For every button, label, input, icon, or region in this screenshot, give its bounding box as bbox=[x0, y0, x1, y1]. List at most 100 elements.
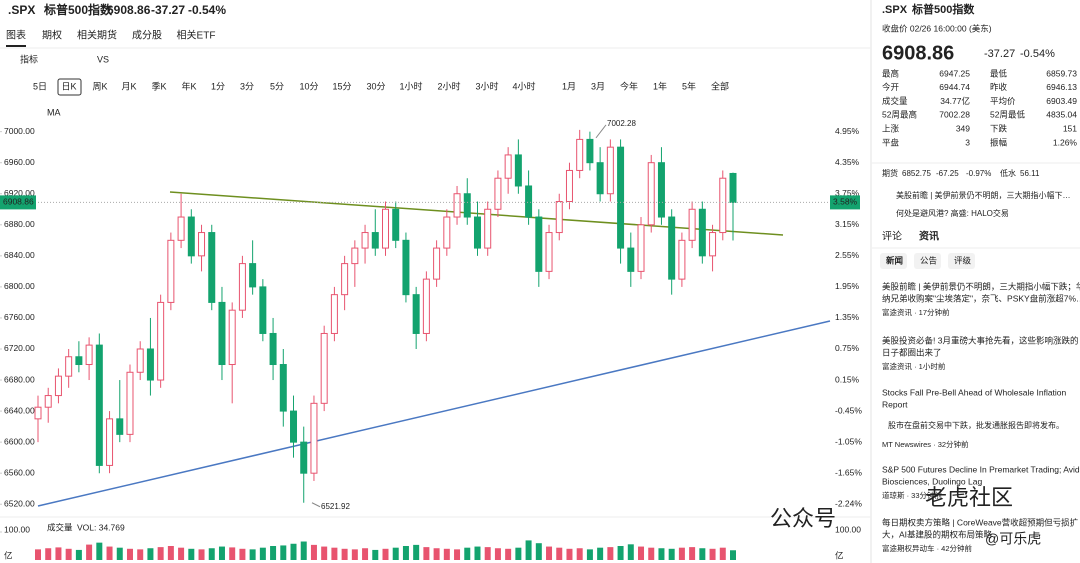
subtab[interactable]: 新闻 bbox=[886, 255, 903, 265]
period[interactable]: 日K bbox=[61, 81, 76, 91]
period[interactable]: 5分 bbox=[270, 81, 284, 91]
period[interactable]: 1年 bbox=[653, 80, 667, 91]
period[interactable]: 5日 bbox=[33, 81, 47, 91]
period[interactable]: 3分 bbox=[240, 81, 254, 91]
news-title[interactable]: Report bbox=[882, 399, 908, 409]
candle-body bbox=[688, 208, 696, 241]
y-tick-label: 6960.00 bbox=[4, 157, 35, 167]
news-title[interactable]: Biosciences, Duolingo Lag bbox=[882, 476, 982, 486]
news-title[interactable]: 纳兄弟收购案"尘埃落定"，奈飞、PSKY盘前涨超7%… bbox=[882, 293, 1080, 303]
volume-bar bbox=[362, 548, 369, 560]
last-price-label: 6908.86 bbox=[3, 197, 34, 207]
news-title[interactable]: 每日期权卖方策略 | CoreWeave营收超预期但亏损扩 bbox=[882, 517, 1079, 527]
volume-bar bbox=[270, 546, 277, 560]
trend-line bbox=[37, 320, 831, 507]
volume-label: VOL: 34.769 bbox=[77, 522, 125, 532]
candle-body bbox=[606, 146, 614, 195]
y-tick-label: 6680.00 bbox=[4, 374, 35, 384]
candle-body bbox=[300, 441, 308, 474]
panel-tab[interactable]: 评论 bbox=[882, 230, 902, 243]
volume-bar bbox=[678, 547, 685, 560]
period[interactable]: 30分 bbox=[366, 81, 385, 91]
candle-body bbox=[218, 301, 226, 366]
period[interactable]: 15分 bbox=[332, 81, 351, 91]
period[interactable]: 1小时 bbox=[399, 80, 422, 91]
volume-bar bbox=[648, 547, 655, 560]
volume-bar bbox=[443, 548, 450, 560]
period[interactable]: 季K bbox=[151, 80, 166, 91]
price: 6908.86 bbox=[107, 3, 151, 17]
period[interactable]: 全部 bbox=[711, 80, 729, 91]
candle-body bbox=[463, 193, 471, 218]
candle-body bbox=[187, 216, 195, 257]
tab[interactable]: 相关ETF bbox=[177, 29, 216, 42]
volume-bar bbox=[249, 549, 256, 560]
news-title[interactable]: 大，AI基建股的期权布局策略 bbox=[882, 529, 993, 539]
pct-label: -2.24% bbox=[835, 498, 862, 508]
stat-label: 52周最低 bbox=[990, 110, 1025, 120]
volume-bar bbox=[280, 545, 287, 560]
candle-body bbox=[361, 232, 369, 249]
news-title[interactable]: 日子都圈出来了 bbox=[882, 347, 942, 357]
volume-bar bbox=[218, 546, 225, 560]
pct-label: 0.75% bbox=[835, 343, 860, 353]
tool[interactable]: 指标 bbox=[20, 53, 38, 64]
candle-body bbox=[668, 216, 676, 280]
period[interactable]: 年K bbox=[181, 80, 196, 91]
news-title[interactable]: Stocks Fall Pre-Bell Ahead of Wholesale … bbox=[882, 387, 1067, 397]
watermark: 公众号 bbox=[770, 506, 836, 531]
volume-bar bbox=[730, 550, 736, 560]
volume-bar bbox=[106, 546, 113, 560]
candle-body bbox=[698, 208, 706, 257]
period[interactable]: 1分 bbox=[211, 81, 225, 91]
period[interactable]: 2小时 bbox=[437, 80, 460, 91]
panel-tab[interactable]: 资讯 bbox=[919, 230, 939, 243]
stat-label: 最低 bbox=[990, 68, 1008, 78]
time: 收盘价 02/26 16:00:00 (美东) bbox=[882, 23, 992, 33]
candle-body bbox=[157, 301, 165, 381]
trend-line bbox=[169, 191, 784, 236]
tab[interactable]: 成分股 bbox=[132, 30, 162, 42]
volume-bar bbox=[525, 540, 532, 560]
stat-value: 1.26% bbox=[1053, 137, 1078, 147]
tab[interactable]: 期权 bbox=[42, 29, 62, 42]
volume-bar bbox=[392, 547, 399, 560]
volume-tick-label: 100.00 bbox=[835, 524, 861, 534]
period[interactable]: 3小时 bbox=[475, 80, 498, 91]
candle-body bbox=[392, 208, 400, 241]
candle-body bbox=[382, 208, 389, 249]
candle-body bbox=[596, 162, 604, 195]
volume-bar bbox=[35, 549, 41, 560]
period[interactable]: 4小时 bbox=[512, 80, 535, 91]
stat-value: 6903.49 bbox=[1046, 96, 1077, 106]
period[interactable]: 今年 bbox=[620, 80, 638, 91]
tool[interactable]: VS bbox=[97, 54, 109, 64]
period[interactable]: 周K bbox=[92, 81, 107, 91]
period[interactable]: 月K bbox=[121, 81, 136, 91]
ticker[interactable]: 美股前瞻 | 美伊前景仍不明朗，三大期指小幅下… bbox=[896, 190, 1071, 200]
news-title[interactable]: 美股前瞻 | 美伊前景仍不明朗，三大期指小幅下跌；华 bbox=[882, 281, 1080, 291]
period[interactable]: 3月 bbox=[591, 81, 605, 91]
last-pct-label: 3.58% bbox=[833, 197, 858, 207]
subtab-bg bbox=[914, 253, 941, 269]
volume-bar bbox=[505, 548, 512, 560]
news-title[interactable]: S&P 500 Futures Decline In Premarket Tra… bbox=[882, 464, 1080, 474]
volume-bar bbox=[198, 549, 205, 560]
stat-value: 7002.28 bbox=[939, 110, 970, 120]
candle-body bbox=[167, 239, 175, 303]
pct-label: 4.35% bbox=[835, 157, 860, 167]
period[interactable]: 5年 bbox=[682, 80, 696, 91]
stat-label: 平盘 bbox=[882, 137, 900, 147]
volume-bar bbox=[178, 547, 185, 560]
subtab[interactable]: 评级 bbox=[954, 255, 972, 265]
period[interactable]: 1月 bbox=[562, 81, 576, 91]
subtab[interactable]: 公告 bbox=[920, 255, 937, 265]
volume-tick-label: 100.00 bbox=[4, 524, 30, 534]
tab[interactable]: 图表 bbox=[6, 29, 26, 42]
period[interactable]: 10分 bbox=[299, 81, 318, 91]
tab[interactable]: 相关期货 bbox=[77, 29, 117, 42]
change-pct: -0.54% bbox=[1020, 48, 1055, 60]
news-title[interactable]: 美股投资必备! 3月重磅大事抢先看，这些影响涨跌的 bbox=[882, 335, 1078, 345]
ticker[interactable]: 何处是避风港? 高盛: HALO交易 bbox=[896, 208, 1009, 218]
candle-body bbox=[617, 146, 625, 249]
